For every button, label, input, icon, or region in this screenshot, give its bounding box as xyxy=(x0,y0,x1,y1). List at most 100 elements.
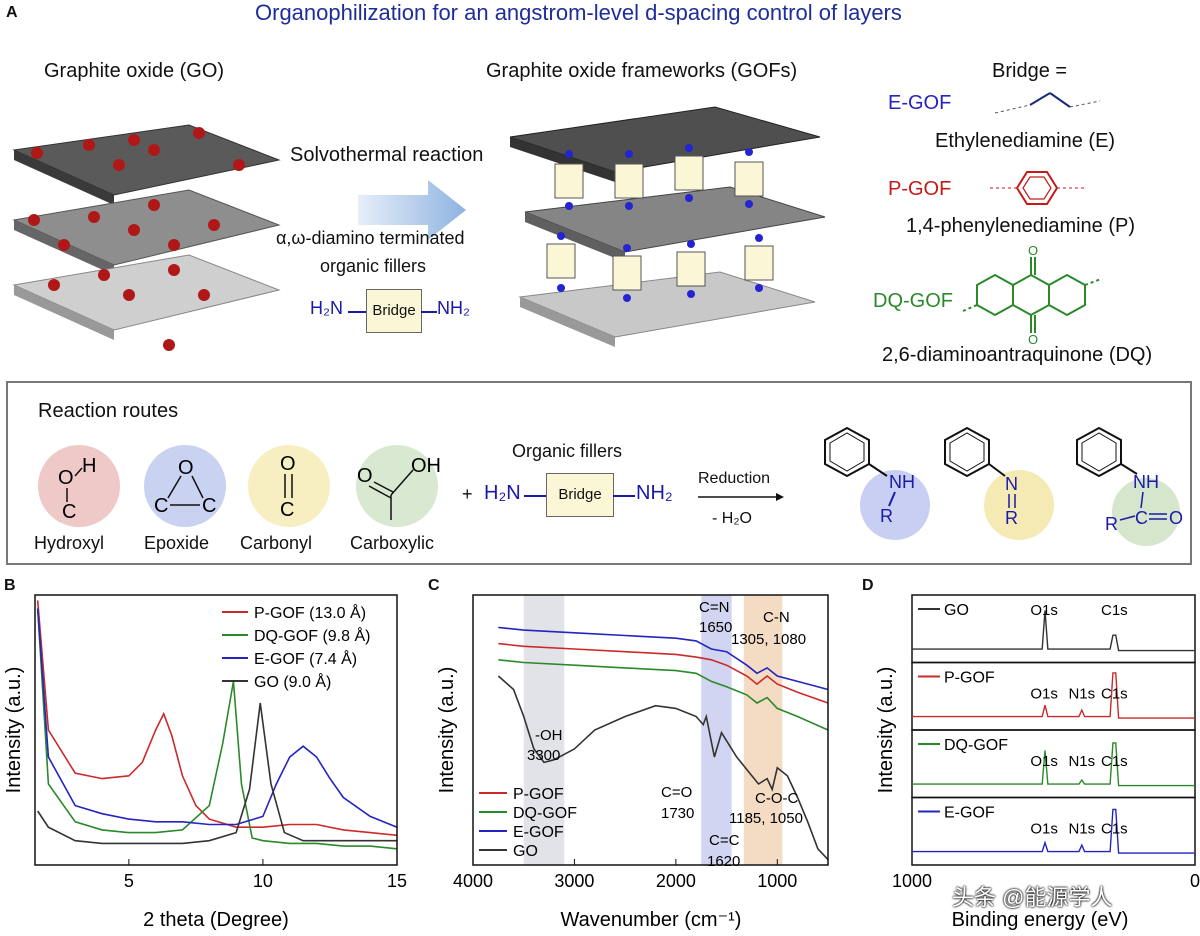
chart-d-series-1 xyxy=(912,672,1195,719)
chart-d-peak-label-3-1: N1s xyxy=(1068,821,1095,838)
annot-coc-num: 1185, 1050 xyxy=(729,810,803,827)
chart-c-frame xyxy=(472,594,829,866)
chart-b-ticklabel-1: 10 xyxy=(253,871,273,891)
annot-oh-num: 3300 xyxy=(527,747,560,764)
anthraquinone-bridge-icon: O O xyxy=(962,245,1102,345)
svg-text:R: R xyxy=(1005,508,1018,528)
chart-c-series-1 xyxy=(498,659,829,731)
chart-c-band-2 xyxy=(743,595,783,865)
bond-left xyxy=(348,311,366,313)
diamino-label: α,ω-diamino terminated xyxy=(276,228,465,248)
svg-text:C: C xyxy=(1135,508,1148,528)
imine-product-structure: NR xyxy=(944,426,1018,528)
chart-d-peak-label-3-2: C1s xyxy=(1101,821,1128,838)
svg-text:NH: NH xyxy=(889,472,915,492)
plus-sign: + xyxy=(462,484,473,504)
chart-c-ticklabel-2: 2000 xyxy=(656,871,696,891)
chart-c-legend-label-1: DQ-GOF xyxy=(513,805,577,822)
chart-c-ticklabel-1: 3000 xyxy=(554,871,594,891)
nh2-label: NH₂ xyxy=(437,298,470,318)
panel-letter-d: D xyxy=(862,577,874,594)
chart-c-series-2 xyxy=(498,626,829,691)
chart-d-legend-label-2: DQ-GOF xyxy=(944,737,1008,754)
hydroxyl-structure: OH C xyxy=(58,455,96,523)
epoxide-circle xyxy=(144,445,226,527)
chart-d-series-0 xyxy=(912,610,1195,652)
svg-text:C: C xyxy=(202,495,216,517)
epoxide-label: Epoxide xyxy=(144,533,210,553)
imine-product-circle xyxy=(984,470,1054,540)
carbonyl-structure: OC xyxy=(280,453,296,521)
go-label: Graphite oxide (GO) xyxy=(44,60,225,82)
svg-text:O: O xyxy=(1169,508,1183,528)
chart-d-ticklabel-0: 1000 xyxy=(892,871,932,891)
chart-c-xlabel: Wavenumber (cm⁻¹) xyxy=(561,909,742,931)
annot-co-num: 1730 xyxy=(661,805,694,822)
chart-d-peak-label-2-1: N1s xyxy=(1068,753,1095,770)
svg-text:OH: OH xyxy=(411,455,441,477)
solvothermal-label: Solvothermal reaction xyxy=(290,144,484,166)
phenylene-bridge-icon xyxy=(990,171,1085,205)
svg-text:O: O xyxy=(58,467,74,489)
chart-d-xlabel: Binding energy (eV) xyxy=(952,909,1129,931)
go-layer-bottom xyxy=(12,254,281,340)
chart-c-ticklabel-0: 4000 xyxy=(453,871,493,891)
pgof-name: 1,4-phenylenediamine (P) xyxy=(906,215,1136,237)
chart-d-peak-label-3-0: O1s xyxy=(1030,821,1058,838)
chart-d-peak-label-1-0: O1s xyxy=(1030,686,1058,703)
chart-c-series-0 xyxy=(498,642,829,704)
chart-b-ticklabel-2: 15 xyxy=(387,871,407,891)
go-layer-top xyxy=(12,124,281,205)
watermark-text: 头条 @能源学人 xyxy=(952,885,1113,910)
amide-product-circle xyxy=(1112,478,1180,546)
chart-b-legend-label-0: P-GOF (13.0 Å) xyxy=(254,603,366,622)
svg-text:O: O xyxy=(1028,332,1038,345)
egof-label: E-GOF xyxy=(888,92,952,114)
svg-text:O: O xyxy=(178,457,194,479)
annot-cn-num: 1305, 1080 xyxy=(731,631,806,648)
chart-d-ylabel: Intensity (a.u.) xyxy=(875,667,897,794)
chart-b-series-3 xyxy=(37,702,397,845)
svg-text:R: R xyxy=(880,506,893,526)
chart-c-legend-label-0: P-GOF xyxy=(513,786,564,803)
chart-d-peak-label-0-0: O1s xyxy=(1030,602,1058,619)
svg-text:C: C xyxy=(154,495,168,517)
ethylene-bridge-icon xyxy=(994,92,1101,114)
amine-product-structure: NH R xyxy=(824,426,915,526)
chart-d-peak-label-2-2: C1s xyxy=(1101,753,1128,770)
chart-d-series-3 xyxy=(912,808,1195,854)
chart-d: GO O1s C1s P-GOF O1s N1s C1s DQ-GOF O1s N1s C1s E-G… xyxy=(875,594,1200,931)
filler-bond-right xyxy=(613,495,635,497)
chart-d-peak-label-1-1: N1s xyxy=(1068,686,1095,703)
chart-b-legend-label-3: GO (9.0 Å) xyxy=(254,672,331,691)
chart-d-legend-label-1: P-GOF xyxy=(944,670,995,687)
chart-b-frame xyxy=(34,594,398,866)
organic-fillers-label: organic fillers xyxy=(320,256,427,276)
svg-text:C: C xyxy=(280,499,294,521)
dqgof-label: DQ-GOF xyxy=(873,290,953,312)
panel-letter-b: B xyxy=(4,577,16,594)
annot-oh: -OH xyxy=(535,727,563,744)
organic-fillers-title: Organic fillers xyxy=(512,441,623,461)
filler-bond-left xyxy=(524,495,546,497)
oxygen-atoms xyxy=(28,127,245,351)
bond-right xyxy=(421,311,437,313)
amine-product-circle xyxy=(860,470,930,540)
chart-d-subpanel-3 xyxy=(911,796,1196,866)
chart-c-legend-label-3: GO xyxy=(513,843,538,860)
annot-cc-num: 1620 xyxy=(707,853,740,870)
filler-bridge-box: Bridge xyxy=(546,473,614,517)
annot-cn-double-num: 1650 xyxy=(699,619,732,636)
gofs-label: Graphite oxide frameworks (GOFs) xyxy=(486,60,798,82)
reaction-routes-title: Reaction routes xyxy=(38,400,179,422)
chart-b-series-2 xyxy=(36,608,398,828)
bridge-equals-label: Bridge = xyxy=(992,60,1068,82)
water-loss-label: - H₂O xyxy=(712,510,752,527)
svg-text:NH: NH xyxy=(1133,472,1159,492)
chart-c-legend-label-2: E-GOF xyxy=(513,824,564,841)
carbonyl-label: Carbonyl xyxy=(240,533,313,553)
epoxide-structure: OC C xyxy=(154,457,216,517)
chart-d-series-2 xyxy=(912,742,1195,787)
